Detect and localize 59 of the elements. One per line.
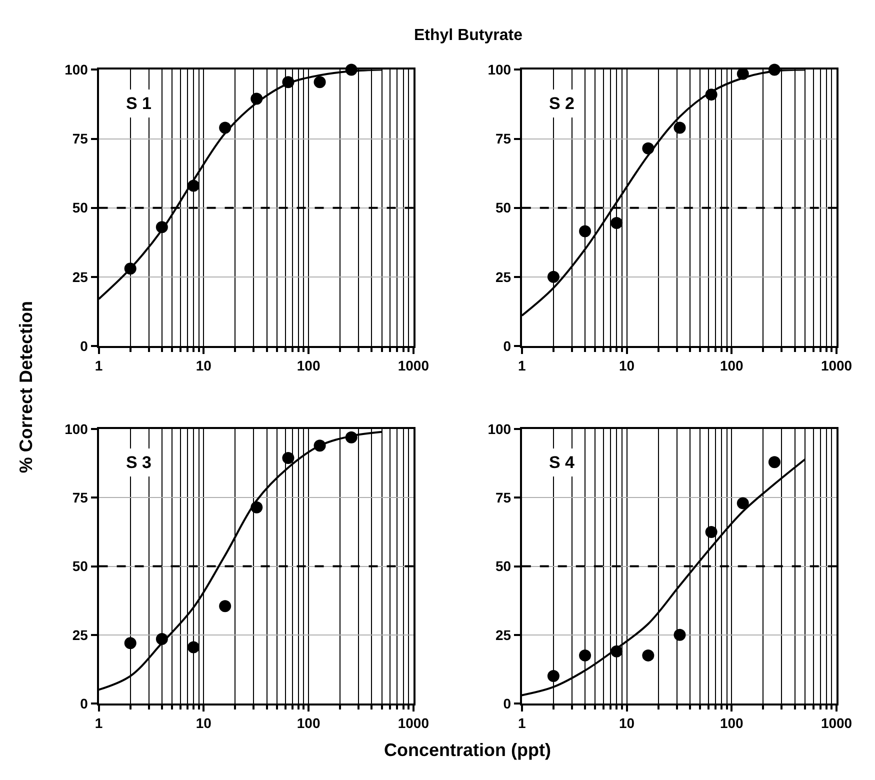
point [282,452,294,464]
x-tick-label: 100 [296,715,320,732]
x-axis-title: Concentration (ppt) [384,740,551,760]
x-tick-label: 1000 [398,358,430,374]
x-tick-label: 1000 [398,715,430,732]
x-tick-label: 10 [618,715,635,732]
point [579,225,592,238]
y-tick-label: 75 [72,130,88,147]
annotation: S 3 [126,453,152,472]
x-tick-label: 100 [720,715,744,732]
y-axis-title: % Correct Detection [16,301,36,474]
annotation: S 2 [549,94,575,113]
y-tick-label: 25 [496,626,512,643]
x-tick-label: 1 [518,715,526,732]
annotation: S 1 [126,94,152,113]
y-tick-label: 100 [488,62,512,78]
point [736,497,749,510]
x-tick-label: 10 [196,715,212,732]
point [547,270,560,283]
point [642,649,654,662]
point [674,122,686,134]
point [705,526,718,538]
x-tick-label: 1 [94,358,103,374]
x-tick-label: 1000 [820,358,852,374]
point [674,628,686,641]
y-tick-label: 0 [503,338,512,354]
point [188,641,200,654]
point [124,637,136,650]
y-tick-label: 50 [72,558,88,574]
y-tick-label: 50 [496,200,512,216]
x-tick-label: 10 [196,358,212,374]
y-tick-label: 100 [64,421,88,438]
y-tick-label: 0 [503,695,512,712]
point [768,456,780,468]
point [219,600,232,612]
x-tick-label: 1000 [820,715,852,732]
y-tick-label: 75 [496,130,512,147]
annotation: S 4 [549,453,576,472]
text: Ethyl Butyrate [414,27,523,44]
point [547,670,560,682]
y-tick-label: 75 [72,490,88,506]
y-tick-label: 0 [80,695,88,712]
y-tick-label: 100 [64,62,88,78]
x-tick-label: 10 [618,358,635,374]
x-tick-label: 100 [720,358,744,374]
x-tick-label: 100 [296,358,320,374]
y-tick-label: 0 [80,338,88,354]
y-tick-label: 25 [496,268,512,285]
y-tick-label: 25 [72,268,88,285]
point [579,649,592,662]
x-tick-label: 1 [518,358,526,374]
y-tick-label: 75 [496,490,512,506]
point [314,76,326,88]
y-tick-label: 100 [488,421,512,438]
y-tick-label: 50 [72,200,88,216]
y-tick-label: 25 [72,626,88,643]
point [610,217,623,229]
y-tick-label: 50 [496,558,512,574]
x-tick-label: 1 [94,715,103,732]
